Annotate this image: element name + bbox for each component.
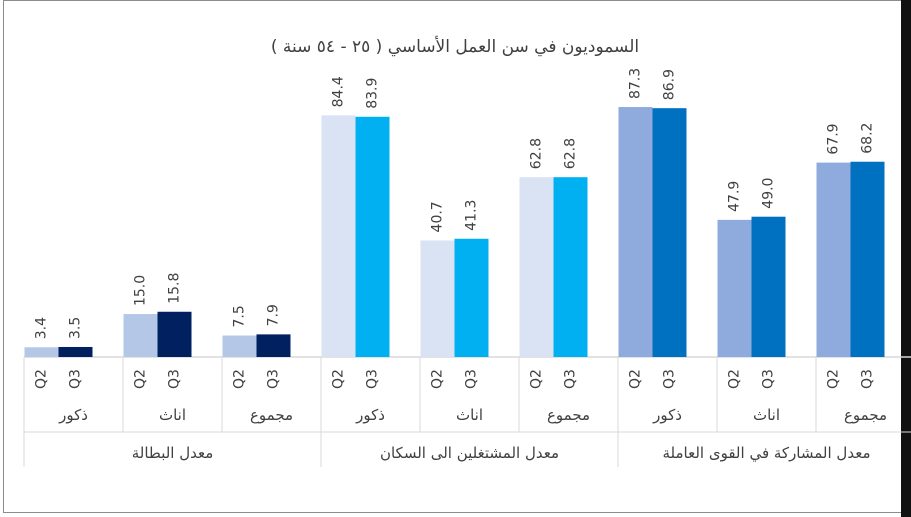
- subgroup-label: مجموع: [844, 406, 887, 424]
- series-tick-label: Q2: [34, 369, 50, 389]
- data-label: 62.8: [563, 138, 579, 169]
- series-tick-label: Q3: [266, 369, 282, 389]
- subgroup-label: اناث: [159, 406, 186, 424]
- bar-q2-g1-s0: [321, 115, 356, 357]
- subgroup-label: ذكور: [652, 406, 682, 424]
- window-edge: [901, 0, 911, 517]
- data-label: 62.8: [529, 138, 545, 169]
- series-tick-label: Q2: [232, 369, 248, 389]
- series-tick-label: Q3: [464, 369, 480, 389]
- data-label: 40.7: [430, 201, 446, 232]
- bar-q2-g1-s1: [420, 240, 455, 357]
- bar-q3-g0-s2: [256, 334, 291, 357]
- subgroup-label: اناث: [753, 406, 780, 424]
- bar-q3-g1-s1: [454, 238, 489, 357]
- bar-q3-g2-s1: [751, 216, 786, 357]
- data-label: 84.4: [331, 76, 347, 107]
- bar-q2-g0-s2: [222, 335, 257, 357]
- bar-q3-g1-s0: [355, 116, 390, 357]
- data-label: 47.9: [727, 181, 743, 212]
- bar-q3-g2-s0: [652, 108, 687, 357]
- series-tick-label: Q2: [826, 369, 842, 389]
- series-tick-label: Q3: [761, 369, 777, 389]
- series-tick-label: Q2: [331, 369, 347, 389]
- series-tick-label: Q3: [167, 369, 183, 389]
- subgroup-label: ذكور: [355, 406, 385, 424]
- series-tick-label: Q3: [662, 369, 678, 389]
- subgroup-label: اناث: [456, 406, 483, 424]
- group-label: معدل المشتغلين الى السكان: [380, 444, 559, 462]
- data-label: 15.8: [167, 273, 183, 304]
- subgroup-label: مجموع: [250, 406, 293, 424]
- data-label: 3.5: [68, 317, 84, 339]
- group-label: معدل المشاركة في القوى العاملة: [663, 444, 871, 463]
- series-tick-label: Q3: [68, 369, 84, 389]
- subgroup-label: ذكور: [58, 406, 88, 424]
- series-tick-label: Q3: [860, 369, 876, 389]
- bar-q3-g0-s0: [58, 346, 93, 357]
- series-tick-label: Q2: [529, 369, 545, 389]
- data-label: 7.5: [232, 305, 248, 327]
- series-tick-label: Q3: [365, 369, 381, 389]
- series-tick-label: Q3: [563, 369, 579, 389]
- series-tick-label: Q2: [628, 369, 644, 389]
- data-label: 67.9: [826, 123, 842, 154]
- data-label: 83.9: [365, 78, 381, 109]
- bar-q3-g2-s2: [850, 161, 885, 357]
- bar-q3-g0-s1: [157, 311, 192, 357]
- data-label: 15.0: [133, 275, 149, 306]
- bar-q2-g0-s0: [24, 347, 59, 357]
- subgroup-label: مجموع: [547, 406, 590, 424]
- bar-q2-g2-s2: [816, 162, 851, 357]
- series-tick-label: Q2: [727, 369, 743, 389]
- data-label: 87.3: [628, 68, 644, 99]
- bar-q2-g2-s0: [618, 107, 653, 357]
- data-label: 86.9: [662, 69, 678, 100]
- data-label: 68.2: [860, 123, 876, 154]
- bar-q2-g0-s1: [123, 314, 158, 357]
- bar-q3-g1-s2: [553, 177, 588, 357]
- data-label: 3.4: [34, 317, 50, 339]
- bar-q2-g1-s2: [519, 177, 554, 357]
- chart-title: السموديون في سن العمل الأساسي ( ٢٥ - ٥٤ …: [271, 36, 639, 57]
- series-tick-label: Q2: [133, 369, 149, 389]
- group-label: معدل البطالة: [132, 444, 214, 462]
- data-label: 41.3: [464, 200, 480, 231]
- bar-q2-g2-s1: [717, 219, 752, 357]
- series-tick-label: Q2: [430, 369, 446, 389]
- data-label: 7.9: [266, 304, 282, 326]
- data-label: 49.0: [761, 178, 777, 209]
